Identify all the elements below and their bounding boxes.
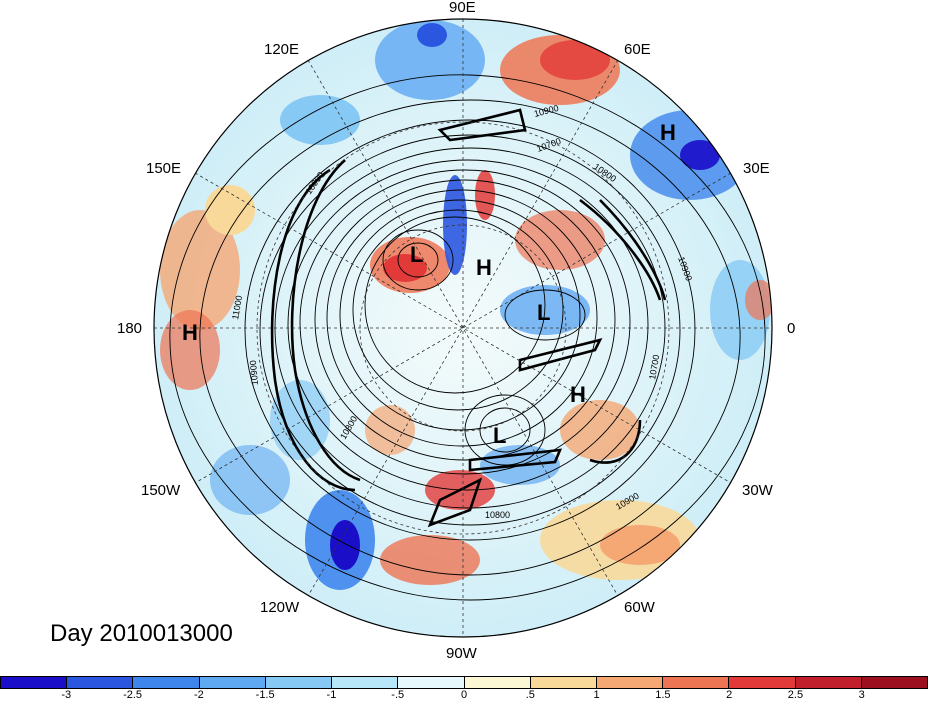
colorbar-segment bbox=[398, 677, 465, 688]
colorbar-tick-label: -2 bbox=[193, 689, 204, 701]
lon-label-120e: 120E bbox=[264, 41, 300, 58]
low-center-north-america: L bbox=[493, 423, 506, 448]
jet-stream-contours bbox=[270, 108, 667, 528]
colorbar-tick-label: -1 bbox=[326, 689, 337, 701]
colorbar-segment bbox=[464, 677, 531, 688]
colorbar-tick-label: 1 bbox=[593, 689, 600, 701]
colorbar-tick-label: -2.5 bbox=[123, 689, 143, 701]
lon-label-90e: 90E bbox=[449, 0, 476, 16]
lon-label-30w: 30W bbox=[742, 482, 773, 499]
map-title: Day 2010013000 bbox=[50, 620, 233, 647]
colorbar-segment bbox=[596, 677, 664, 688]
colorbar-segment bbox=[67, 677, 134, 688]
polar-stereographic-map: H H H H L L L 10900 10700 10800 10900 10… bbox=[153, 18, 773, 638]
contour-label: 10900 bbox=[248, 360, 260, 386]
colorbar-segment bbox=[133, 677, 200, 688]
colorbar-segment bbox=[332, 677, 399, 688]
colorbar-tick-label: 2 bbox=[726, 689, 733, 701]
low-center-europe: L bbox=[537, 300, 550, 325]
lon-label-150w: 150W bbox=[141, 482, 181, 499]
colorbar-segment bbox=[729, 677, 796, 688]
colorbar-tick-label: .5 bbox=[525, 689, 535, 701]
high-center-pole: H bbox=[476, 255, 492, 280]
contour-label: 11000 bbox=[230, 295, 244, 321]
colorbar-segment bbox=[265, 677, 333, 688]
lon-label-60w: 60W bbox=[624, 599, 655, 616]
colorbar-tick-label: 3 bbox=[858, 689, 865, 701]
colorbar-tick-label: 0 bbox=[460, 689, 468, 701]
colorbar-tick-label: -.5 bbox=[391, 689, 405, 701]
colorbar-segment bbox=[663, 677, 730, 688]
pressure-centers: H H H H L L L bbox=[182, 120, 676, 448]
high-center-atlantic: H bbox=[570, 382, 586, 407]
colorbar-segment bbox=[1, 677, 68, 688]
lon-label-30e: 30E bbox=[743, 160, 770, 177]
colorbar-tick-label: -3 bbox=[61, 689, 72, 701]
colorbar-tick-label: 2.5 bbox=[787, 689, 804, 701]
high-center-siberia: H bbox=[660, 120, 676, 145]
colorbar-segment bbox=[861, 677, 928, 688]
colorbar-tick-label: 1.5 bbox=[655, 689, 671, 701]
high-center-pacific: H bbox=[182, 320, 198, 345]
anomaly-field bbox=[154, 19, 772, 637]
colorbar-segment bbox=[530, 677, 597, 688]
colorbar-tick-label: -1.5 bbox=[255, 689, 275, 701]
colorbar bbox=[0, 676, 928, 689]
contour-label: 10700 bbox=[647, 354, 661, 380]
lon-label-60e: 60E bbox=[624, 41, 651, 58]
colorbar-segment bbox=[199, 677, 266, 688]
contour-label: 10800 bbox=[485, 510, 510, 520]
lon-label-120w: 120W bbox=[260, 599, 300, 616]
lon-label-0: 0 bbox=[787, 320, 796, 337]
map-border bbox=[153, 18, 773, 638]
lon-label-90w: 90W bbox=[446, 645, 477, 662]
colorbar-segment bbox=[795, 677, 862, 688]
low-center-east-asia: L bbox=[410, 242, 423, 267]
lon-label-150e: 150E bbox=[146, 160, 182, 177]
graticule bbox=[154, 19, 772, 637]
lon-label-180: 180 bbox=[117, 320, 143, 337]
